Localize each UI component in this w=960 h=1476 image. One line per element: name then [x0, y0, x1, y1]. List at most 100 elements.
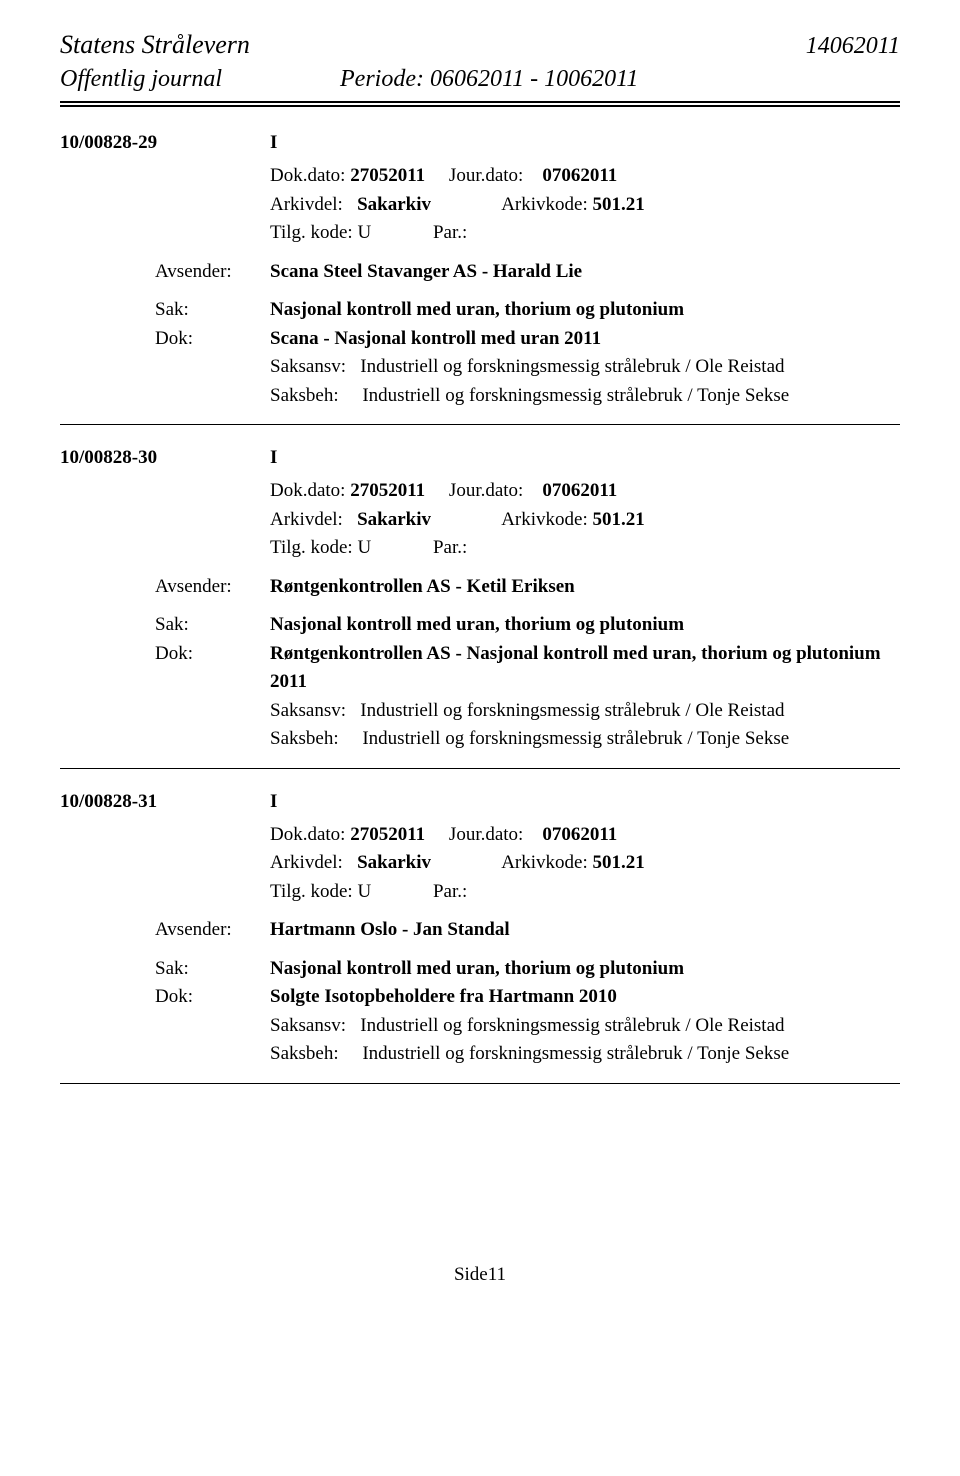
dok-label: Dok:	[155, 983, 270, 1012]
arkiv-line: Arkivdel: Sakarkiv Arkivkode: 501.21	[270, 191, 900, 220]
arkivdel-label: Arkivdel:	[270, 194, 343, 215]
avsender: Hartmann Oslo - Jan Standal	[270, 916, 900, 945]
journal-entry: 10/00828-29 I Dok.dato: 27052011 Jour.da…	[60, 132, 900, 410]
arkivdel: Sakarkiv	[357, 852, 431, 873]
entry-type: I	[270, 447, 277, 469]
arkivkode: 501.21	[593, 509, 645, 530]
dok-dato-label: Dok.dato:	[270, 165, 345, 186]
entry-separator	[60, 424, 900, 425]
saksbeh-label: Saksbeh:	[270, 385, 339, 406]
arkiv-line: Arkivdel: Sakarkiv Arkivkode: 501.21	[270, 849, 900, 878]
saksansv: Industriell og forskningsmessig strålebr…	[360, 700, 784, 721]
avsender-row: Avsender: Scana Steel Stavanger AS - Har…	[155, 258, 900, 287]
avsender-label: Avsender:	[155, 916, 270, 945]
tilg-line: Tilg. kode: U Par.:	[270, 219, 900, 248]
par-label: Par.:	[433, 881, 467, 902]
entry-separator	[60, 768, 900, 769]
entry-meta-block: Dok.dato: 27052011 Jour.dato: 07062011 A…	[60, 821, 900, 907]
tilg-value: U	[357, 222, 371, 243]
avsender: Scana Steel Stavanger AS - Harald Lie	[270, 258, 900, 287]
arkivkode: 501.21	[593, 852, 645, 873]
entry-id-row: 10/00828-31 I	[60, 791, 900, 813]
dok-dato: 27052011	[350, 480, 425, 501]
saksansv: Industriell og forskningsmessig strålebr…	[360, 1015, 784, 1036]
par-label: Par.:	[433, 537, 467, 558]
entry-body: Avsender: Scana Steel Stavanger AS - Har…	[60, 258, 900, 411]
jour-dato: 07062011	[542, 824, 617, 845]
journal-entry: 10/00828-31 I Dok.dato: 27052011 Jour.da…	[60, 791, 900, 1069]
avsender-row: Avsender: Hartmann Oslo - Jan Standal	[155, 916, 900, 945]
jour-dato-label: Jour.dato:	[449, 480, 523, 501]
entry-body: Avsender: Røntgenkontrollen AS - Ketil E…	[60, 573, 900, 754]
double-rule	[60, 101, 900, 107]
sak-row: Sak: Nasjonal kontroll med uran, thorium…	[155, 955, 900, 984]
entry-id: 10/00828-31	[60, 791, 270, 813]
saksansv-label: Saksansv:	[270, 1015, 346, 1036]
entry-id-row: 10/00828-29 I	[60, 132, 900, 154]
entry-type: I	[270, 791, 277, 813]
period: Periode: 06062011 - 10062011	[340, 66, 638, 93]
dok-dato: 27052011	[350, 165, 425, 186]
entry-meta-block: Dok.dato: 27052011 Jour.dato: 07062011 A…	[60, 162, 900, 248]
dok-label: Dok:	[155, 640, 270, 669]
sak-row: Sak: Nasjonal kontroll med uran, thorium…	[155, 611, 900, 640]
dok: Solgte Isotopbeholdere fra Hartmann 2010	[270, 983, 900, 1012]
arkivkode-label: Arkivkode:	[501, 852, 588, 873]
tilg-line: Tilg. kode: U Par.:	[270, 534, 900, 563]
saksansv-block: Saksansv: Industriell og forskningsmessi…	[155, 697, 900, 754]
tilg-label: Tilg. kode:	[270, 537, 353, 558]
saksansv-block: Saksansv: Industriell og forskningsmessi…	[155, 1012, 900, 1069]
saksbeh: Industriell og forskningsmessig strålebr…	[362, 385, 789, 406]
dok-dato-label: Dok.dato:	[270, 480, 345, 501]
page-number: Side11	[60, 1264, 900, 1286]
arkivkode-label: Arkivkode:	[501, 194, 588, 215]
subheader-row: Offentlig journal Periode: 06062011 - 10…	[60, 66, 900, 93]
entry-type: I	[270, 132, 277, 154]
dok-jour-dato-line: Dok.dato: 27052011 Jour.dato: 07062011	[270, 162, 900, 191]
avsender-row: Avsender: Røntgenkontrollen AS - Ketil E…	[155, 573, 900, 602]
avsender-label: Avsender:	[155, 573, 270, 602]
tilg-value: U	[357, 537, 371, 558]
sak: Nasjonal kontroll med uran, thorium og p…	[270, 611, 900, 640]
saksbeh-label: Saksbeh:	[270, 1043, 339, 1064]
dok: Røntgenkontrollen AS - Nasjonal kontroll…	[270, 640, 900, 697]
arkivdel-label: Arkivdel:	[270, 509, 343, 530]
dok-jour-dato-line: Dok.dato: 27052011 Jour.dato: 07062011	[270, 821, 900, 850]
dok-dato: 27052011	[350, 824, 425, 845]
jour-dato-label: Jour.dato:	[449, 824, 523, 845]
saksansv-line: Saksansv: Industriell og forskningsmessi…	[270, 353, 900, 382]
saksansv: Industriell og forskningsmessig strålebr…	[360, 356, 784, 377]
saksansv-label: Saksansv:	[270, 700, 346, 721]
saksbeh-label: Saksbeh:	[270, 728, 339, 749]
dok-row: Dok: Røntgenkontrollen AS - Nasjonal kon…	[155, 640, 900, 697]
arkivdel: Sakarkiv	[357, 509, 431, 530]
saksbeh-line: Saksbeh: Industriell og forskningsmessig…	[270, 725, 900, 754]
tilg-label: Tilg. kode:	[270, 222, 353, 243]
entry-id: 10/00828-30	[60, 447, 270, 469]
sak-label: Sak:	[155, 611, 270, 640]
org-name: Statens Strålevern	[60, 30, 250, 60]
saksansv-block: Saksansv: Industriell og forskningsmessi…	[155, 353, 900, 410]
saksbeh-line: Saksbeh: Industriell og forskningsmessig…	[270, 382, 900, 411]
entry-separator	[60, 1083, 900, 1084]
arkivdel: Sakarkiv	[357, 194, 431, 215]
entry-id-row: 10/00828-30 I	[60, 447, 900, 469]
tilg-line: Tilg. kode: U Par.:	[270, 878, 900, 907]
avsender-label: Avsender:	[155, 258, 270, 287]
entry-id: 10/00828-29	[60, 132, 270, 154]
journal-entry: 10/00828-30 I Dok.dato: 27052011 Jour.da…	[60, 447, 900, 754]
jour-dato-label: Jour.dato:	[449, 165, 523, 186]
saksbeh: Industriell og forskningsmessig strålebr…	[362, 728, 789, 749]
avsender: Røntgenkontrollen AS - Ketil Eriksen	[270, 573, 900, 602]
sak: Nasjonal kontroll med uran, thorium og p…	[270, 955, 900, 984]
jour-dato: 07062011	[542, 165, 617, 186]
entry-meta-block: Dok.dato: 27052011 Jour.dato: 07062011 A…	[60, 477, 900, 563]
dok-label: Dok:	[155, 325, 270, 354]
sak-row: Sak: Nasjonal kontroll med uran, thorium…	[155, 296, 900, 325]
jour-dato: 07062011	[542, 480, 617, 501]
sak-label: Sak:	[155, 955, 270, 984]
tilg-value: U	[357, 881, 371, 902]
arkivdel-label: Arkivdel:	[270, 852, 343, 873]
saksansv-line: Saksansv: Industriell og forskningsmessi…	[270, 1012, 900, 1041]
dok-jour-dato-line: Dok.dato: 27052011 Jour.dato: 07062011	[270, 477, 900, 506]
